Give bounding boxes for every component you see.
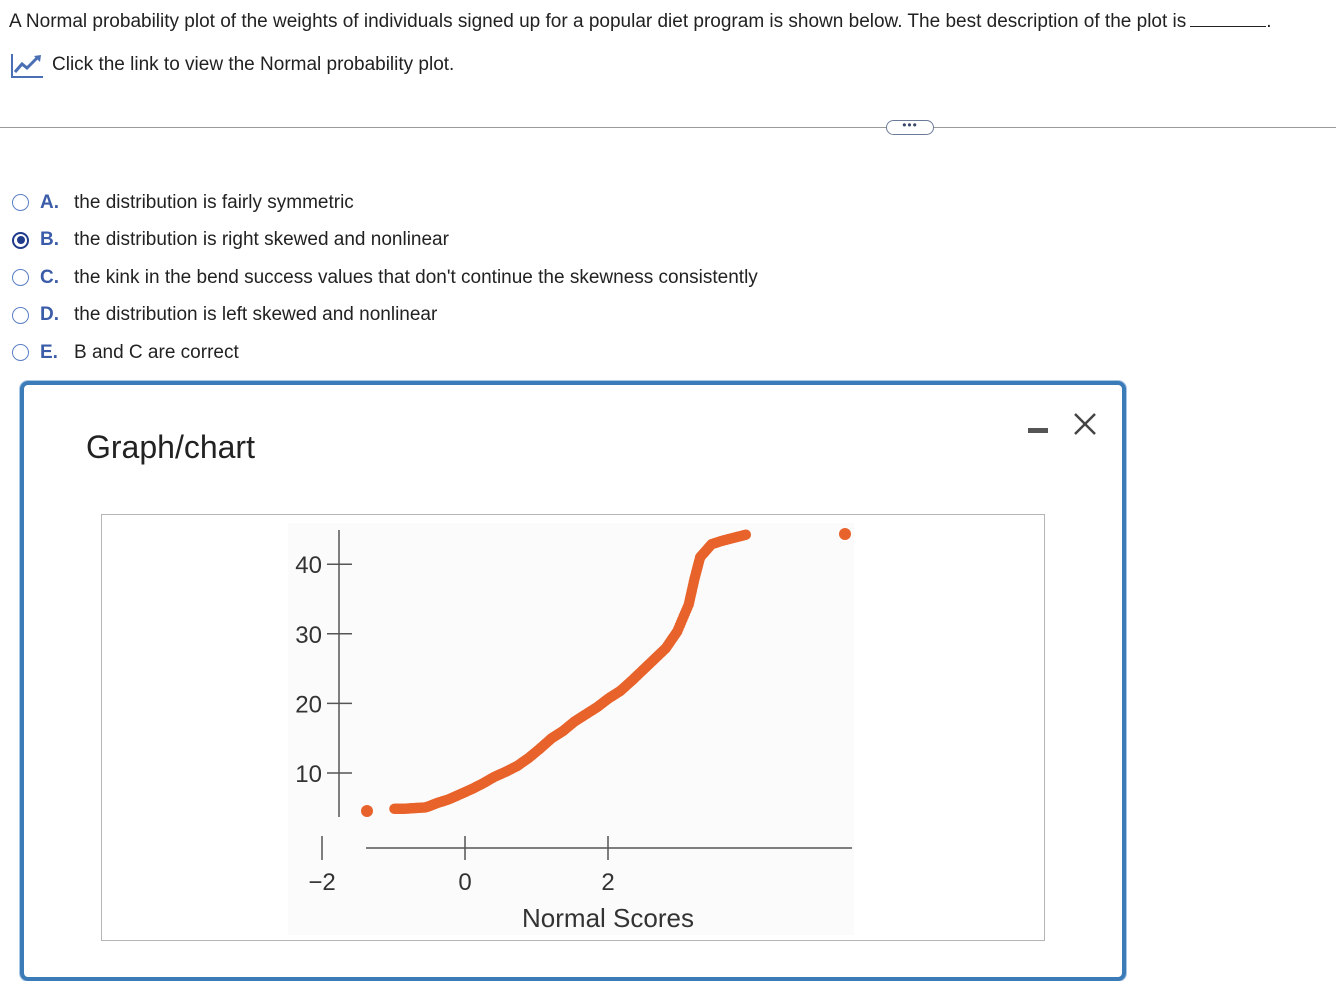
radio-button-selected[interactable] — [12, 231, 29, 249]
data-point — [740, 529, 752, 540]
question-text: A Normal probability plot of the weights… — [9, 10, 1272, 33]
y-tick-label: 30 — [295, 622, 322, 649]
option-c[interactable]: C. the kink in the bend success values t… — [12, 259, 758, 297]
radio-button[interactable] — [12, 306, 29, 324]
plot-link-label[interactable]: Click the link to view the Normal probab… — [52, 54, 455, 75]
normal-probability-plot: 10 20 30 40 −2 0 2 Normal Scores — [288, 523, 854, 935]
data-point — [839, 528, 851, 540]
answer-blank — [1190, 10, 1267, 27]
option-letter: B. — [40, 229, 59, 251]
answer-options: A. the distribution is fairly symmetric … — [12, 184, 758, 372]
question-end: . — [1266, 11, 1272, 32]
radio-button[interactable] — [12, 269, 29, 287]
x-axis-title: Normal Scores — [522, 903, 694, 933]
y-tick-label: 10 — [295, 761, 322, 788]
option-text: the distribution is fairly symmetric — [74, 191, 354, 213]
minimize-icon[interactable] — [1026, 421, 1050, 441]
graph-dialog: Graph/chart 10 20 30 40 −2 0 2 Normal Scores — [20, 381, 1126, 981]
option-letter: A. — [40, 191, 59, 213]
question-prompt: A Normal probability plot of the weights… — [9, 11, 1187, 32]
y-tick-label: 40 — [295, 552, 322, 579]
x-tick-label: −2 — [308, 869, 335, 896]
x-tick-label: 0 — [458, 869, 471, 896]
chart-frame: 10 20 30 40 −2 0 2 Normal Scores — [101, 514, 1045, 941]
option-text: the distribution is left skewed and nonl… — [74, 304, 438, 326]
close-icon[interactable] — [1072, 411, 1098, 437]
x-tick-label: 2 — [601, 869, 614, 896]
option-letter: D. — [40, 304, 59, 326]
option-a[interactable]: A. the distribution is fairly symmetric — [12, 184, 758, 222]
more-button[interactable]: ••• — [886, 119, 934, 135]
chart-icon — [11, 54, 43, 78]
option-text: the kink in the bend success values that… — [74, 266, 758, 288]
radio-button[interactable] — [12, 344, 29, 362]
option-letter: E. — [40, 341, 58, 363]
y-tick-label: 20 — [295, 691, 322, 718]
dialog-title: Graph/chart — [86, 429, 255, 465]
option-d[interactable]: D. the distribution is left skewed and n… — [12, 297, 758, 335]
radio-button[interactable] — [12, 194, 29, 212]
option-text: B and C are correct — [74, 341, 239, 363]
option-b[interactable]: B. the distribution is right skewed and … — [12, 222, 758, 260]
option-letter: C. — [40, 266, 59, 288]
plot-link[interactable]: Click the link to view the Normal probab… — [10, 51, 454, 79]
option-text: the distribution is right skewed and non… — [74, 229, 449, 251]
data-point — [361, 805, 373, 817]
option-e[interactable]: E. B and C are correct — [12, 334, 758, 372]
section-divider — [0, 127, 1336, 128]
